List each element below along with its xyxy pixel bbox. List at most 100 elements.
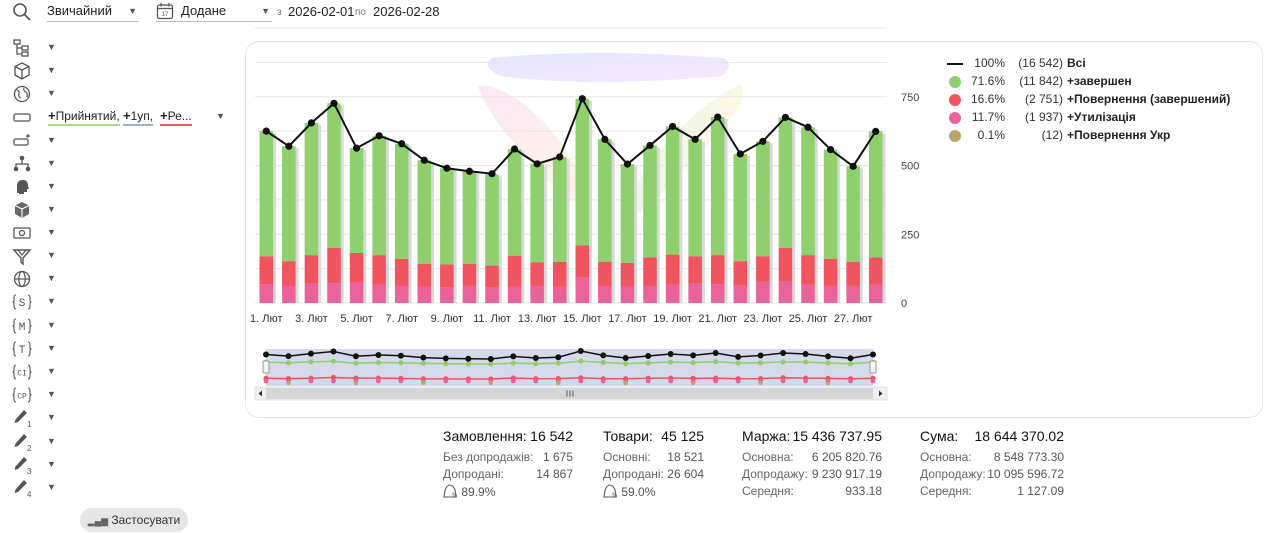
legend-item[interactable]: 16.6% (2 751) +Повернення (завершений): [945, 92, 1265, 108]
goods-value: 45 125: [661, 428, 704, 444]
filter-row-status[interactable]: +Прийнятий, +1уп, +Ре... ▼: [12, 107, 232, 127]
date-type-value: Додане: [181, 3, 227, 18]
bar-segment: [620, 286, 635, 303]
bar-segment: [440, 287, 454, 303]
bar-segment: [756, 281, 770, 303]
date-type-select[interactable]: 17 Додане ▼: [156, 2, 272, 22]
chevron-down-icon: ▼: [47, 459, 56, 469]
bar-segment: [304, 122, 319, 256]
mode-select-value: Звичайний: [47, 3, 112, 18]
filter-row-pen-2[interactable]: 2 ▼: [12, 432, 232, 452]
navigator-point: [600, 359, 606, 365]
legend-item[interactable]: 11.7% (1 937) +Утилізація: [945, 110, 1265, 126]
legend-item[interactable]: 100% (16 542) Всі: [945, 56, 1265, 72]
x-tick-label: 13. Лют: [518, 313, 557, 325]
navigator-point: [421, 380, 426, 386]
bar-segment: [440, 168, 454, 265]
filter-row-money[interactable]: ▼: [12, 223, 232, 243]
navigator-total-point: [442, 355, 449, 362]
bar-segment: [304, 255, 319, 284]
plus-icon: +: [1067, 74, 1075, 88]
filter-row-hierarchy[interactable]: ▼: [12, 154, 232, 174]
bag-percent-icon: %: [603, 484, 618, 499]
bar-segment: [643, 285, 657, 303]
scroll-right-icon[interactable]: [879, 390, 883, 397]
filter-row-pen-1[interactable]: 1 ▼: [12, 408, 232, 428]
legend-name-text: Всі: [1067, 56, 1086, 70]
navigator-handle[interactable]: [262, 360, 270, 374]
date-to-input[interactable]: 2026-02-28: [373, 4, 440, 19]
filter-row-boxes[interactable]: ▼: [12, 200, 232, 220]
filter-row-tree[interactable]: ▼: [12, 38, 232, 58]
legend-item[interactable]: 0.1% (12) +Повернення Укр: [945, 128, 1265, 144]
bar-segment: [688, 256, 702, 284]
navigator-total-point: [263, 351, 269, 358]
navigator-point: [713, 378, 719, 384]
chevron-down-icon: ▼: [47, 88, 56, 98]
scroll-left-icon[interactable]: [258, 390, 263, 397]
navigator-point: [623, 360, 629, 367]
navigator-total-point: [307, 350, 314, 357]
apply-button-label: Застосувати: [111, 513, 181, 527]
chevron-down-icon[interactable]: ▼: [216, 111, 225, 121]
filter-row-ci[interactable]: CI ▼: [12, 362, 232, 382]
filter-row-globe-grid[interactable]: ▼: [12, 269, 232, 289]
navigator-point: [330, 358, 337, 364]
navigator-point: [780, 378, 786, 384]
bar-segment: [665, 254, 680, 285]
svg-text:S: S: [19, 298, 26, 310]
navigator-point: [398, 360, 404, 366]
orders-row-value: 1 675: [542, 450, 573, 464]
status-chip[interactable]: +Прийнятий,: [48, 108, 120, 126]
filter-row-rect-plus[interactable]: ▼: [12, 131, 232, 151]
total-point: [330, 99, 338, 107]
filter-row-pen-4[interactable]: 4 ▼: [12, 478, 232, 498]
total-point: [420, 156, 428, 164]
filter-row-s[interactable]: S ▼: [12, 292, 232, 312]
bar-segment: [868, 284, 883, 303]
t-brace-icon: T: [12, 341, 32, 357]
filter-row-cp[interactable]: CP ▼: [12, 385, 232, 405]
bar-segment: [282, 146, 296, 262]
navigator-point: [331, 378, 336, 384]
legend-count: (2 751): [1024, 92, 1063, 106]
margin-row-label: Середня:: [742, 484, 794, 498]
legend-count: (12): [1041, 128, 1063, 142]
legend-name-text: Повернення Укр: [1074, 128, 1171, 142]
navigator-point: [870, 378, 876, 384]
filter-row-pen-3[interactable]: 3 ▼: [12, 455, 232, 475]
mode-select[interactable]: Звичайний ▼: [47, 2, 139, 22]
bar-segment: [372, 284, 386, 303]
navigator-point: [488, 361, 494, 367]
total-point: [736, 150, 744, 158]
search-icon[interactable]: [12, 2, 32, 22]
x-tick-label: 23. Лют: [744, 313, 783, 325]
filter-row-user[interactable]: ▼: [12, 177, 232, 197]
navigator-total-point: [780, 349, 787, 356]
chart-navigator[interactable]: [254, 348, 888, 401]
bar-segment: [868, 131, 883, 258]
status-chip[interactable]: +1уп,: [123, 108, 154, 126]
filter-row-box[interactable]: ▼: [12, 61, 232, 81]
legend-item[interactable]: 71.6% (11 842) +завершен: [945, 74, 1265, 90]
bar-segment: [868, 257, 883, 285]
total-point: [691, 135, 699, 143]
navigator-point: [758, 380, 763, 386]
orders-row-label: Без допродажів:: [443, 450, 534, 464]
navigator-point: [847, 361, 854, 367]
navigator-handle[interactable]: [869, 360, 877, 374]
navigator-point: [848, 378, 853, 384]
date-to-label: по: [355, 7, 366, 18]
hierarchy-icon: [13, 155, 31, 172]
status-chip[interactable]: +Ре...: [160, 108, 192, 126]
chart-total-line: [262, 95, 880, 178]
date-from-input[interactable]: 2026-02-01: [288, 4, 355, 19]
filter-row-m[interactable]: M ▼: [12, 316, 232, 336]
orders-row-value: 14 867: [536, 467, 573, 481]
apply-button[interactable]: ▂▄▆ Застосувати: [80, 508, 188, 532]
filter-row-t[interactable]: T ▼: [12, 339, 232, 359]
bar-segment: [417, 286, 432, 303]
filter-row-funnel[interactable]: ▼: [12, 246, 232, 266]
filter-row-globe[interactable]: ▼: [12, 84, 232, 104]
navigator-total-point: [420, 354, 427, 361]
